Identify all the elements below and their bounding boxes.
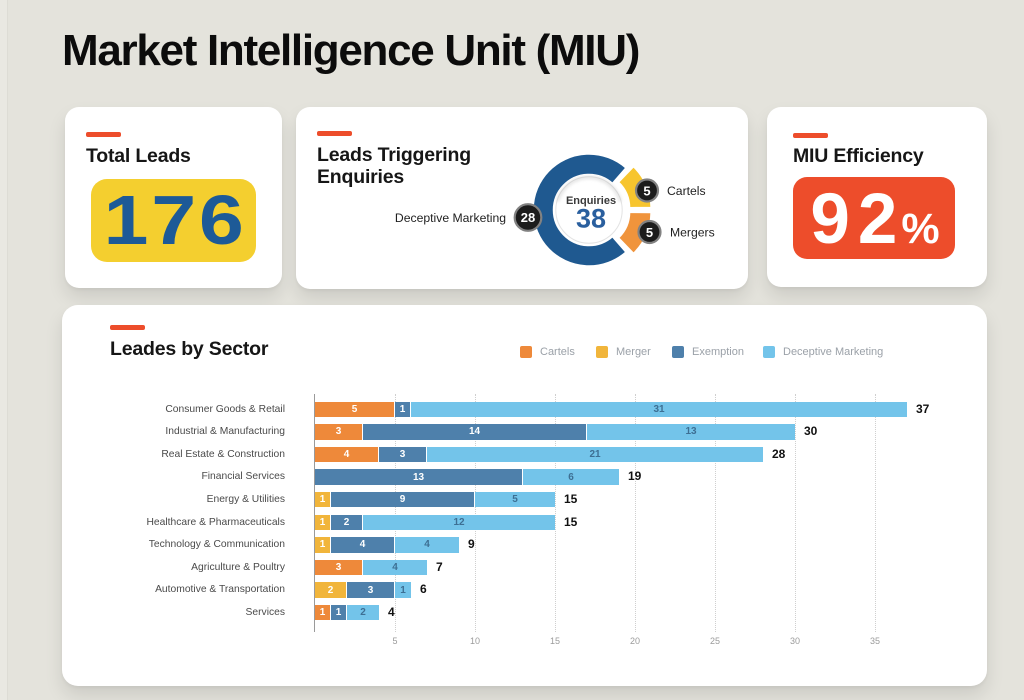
svg-text:38: 38 xyxy=(576,204,606,234)
svg-text:28: 28 xyxy=(521,210,535,225)
svg-text:Mergers: Mergers xyxy=(670,226,715,240)
svg-text:5: 5 xyxy=(643,184,650,199)
svg-text:Enquiries: Enquiries xyxy=(566,195,616,207)
svg-text:Cartels: Cartels xyxy=(667,184,706,198)
svg-text:Deceptive Marketing: Deceptive Marketing xyxy=(395,211,506,225)
svg-text:5: 5 xyxy=(646,225,653,240)
